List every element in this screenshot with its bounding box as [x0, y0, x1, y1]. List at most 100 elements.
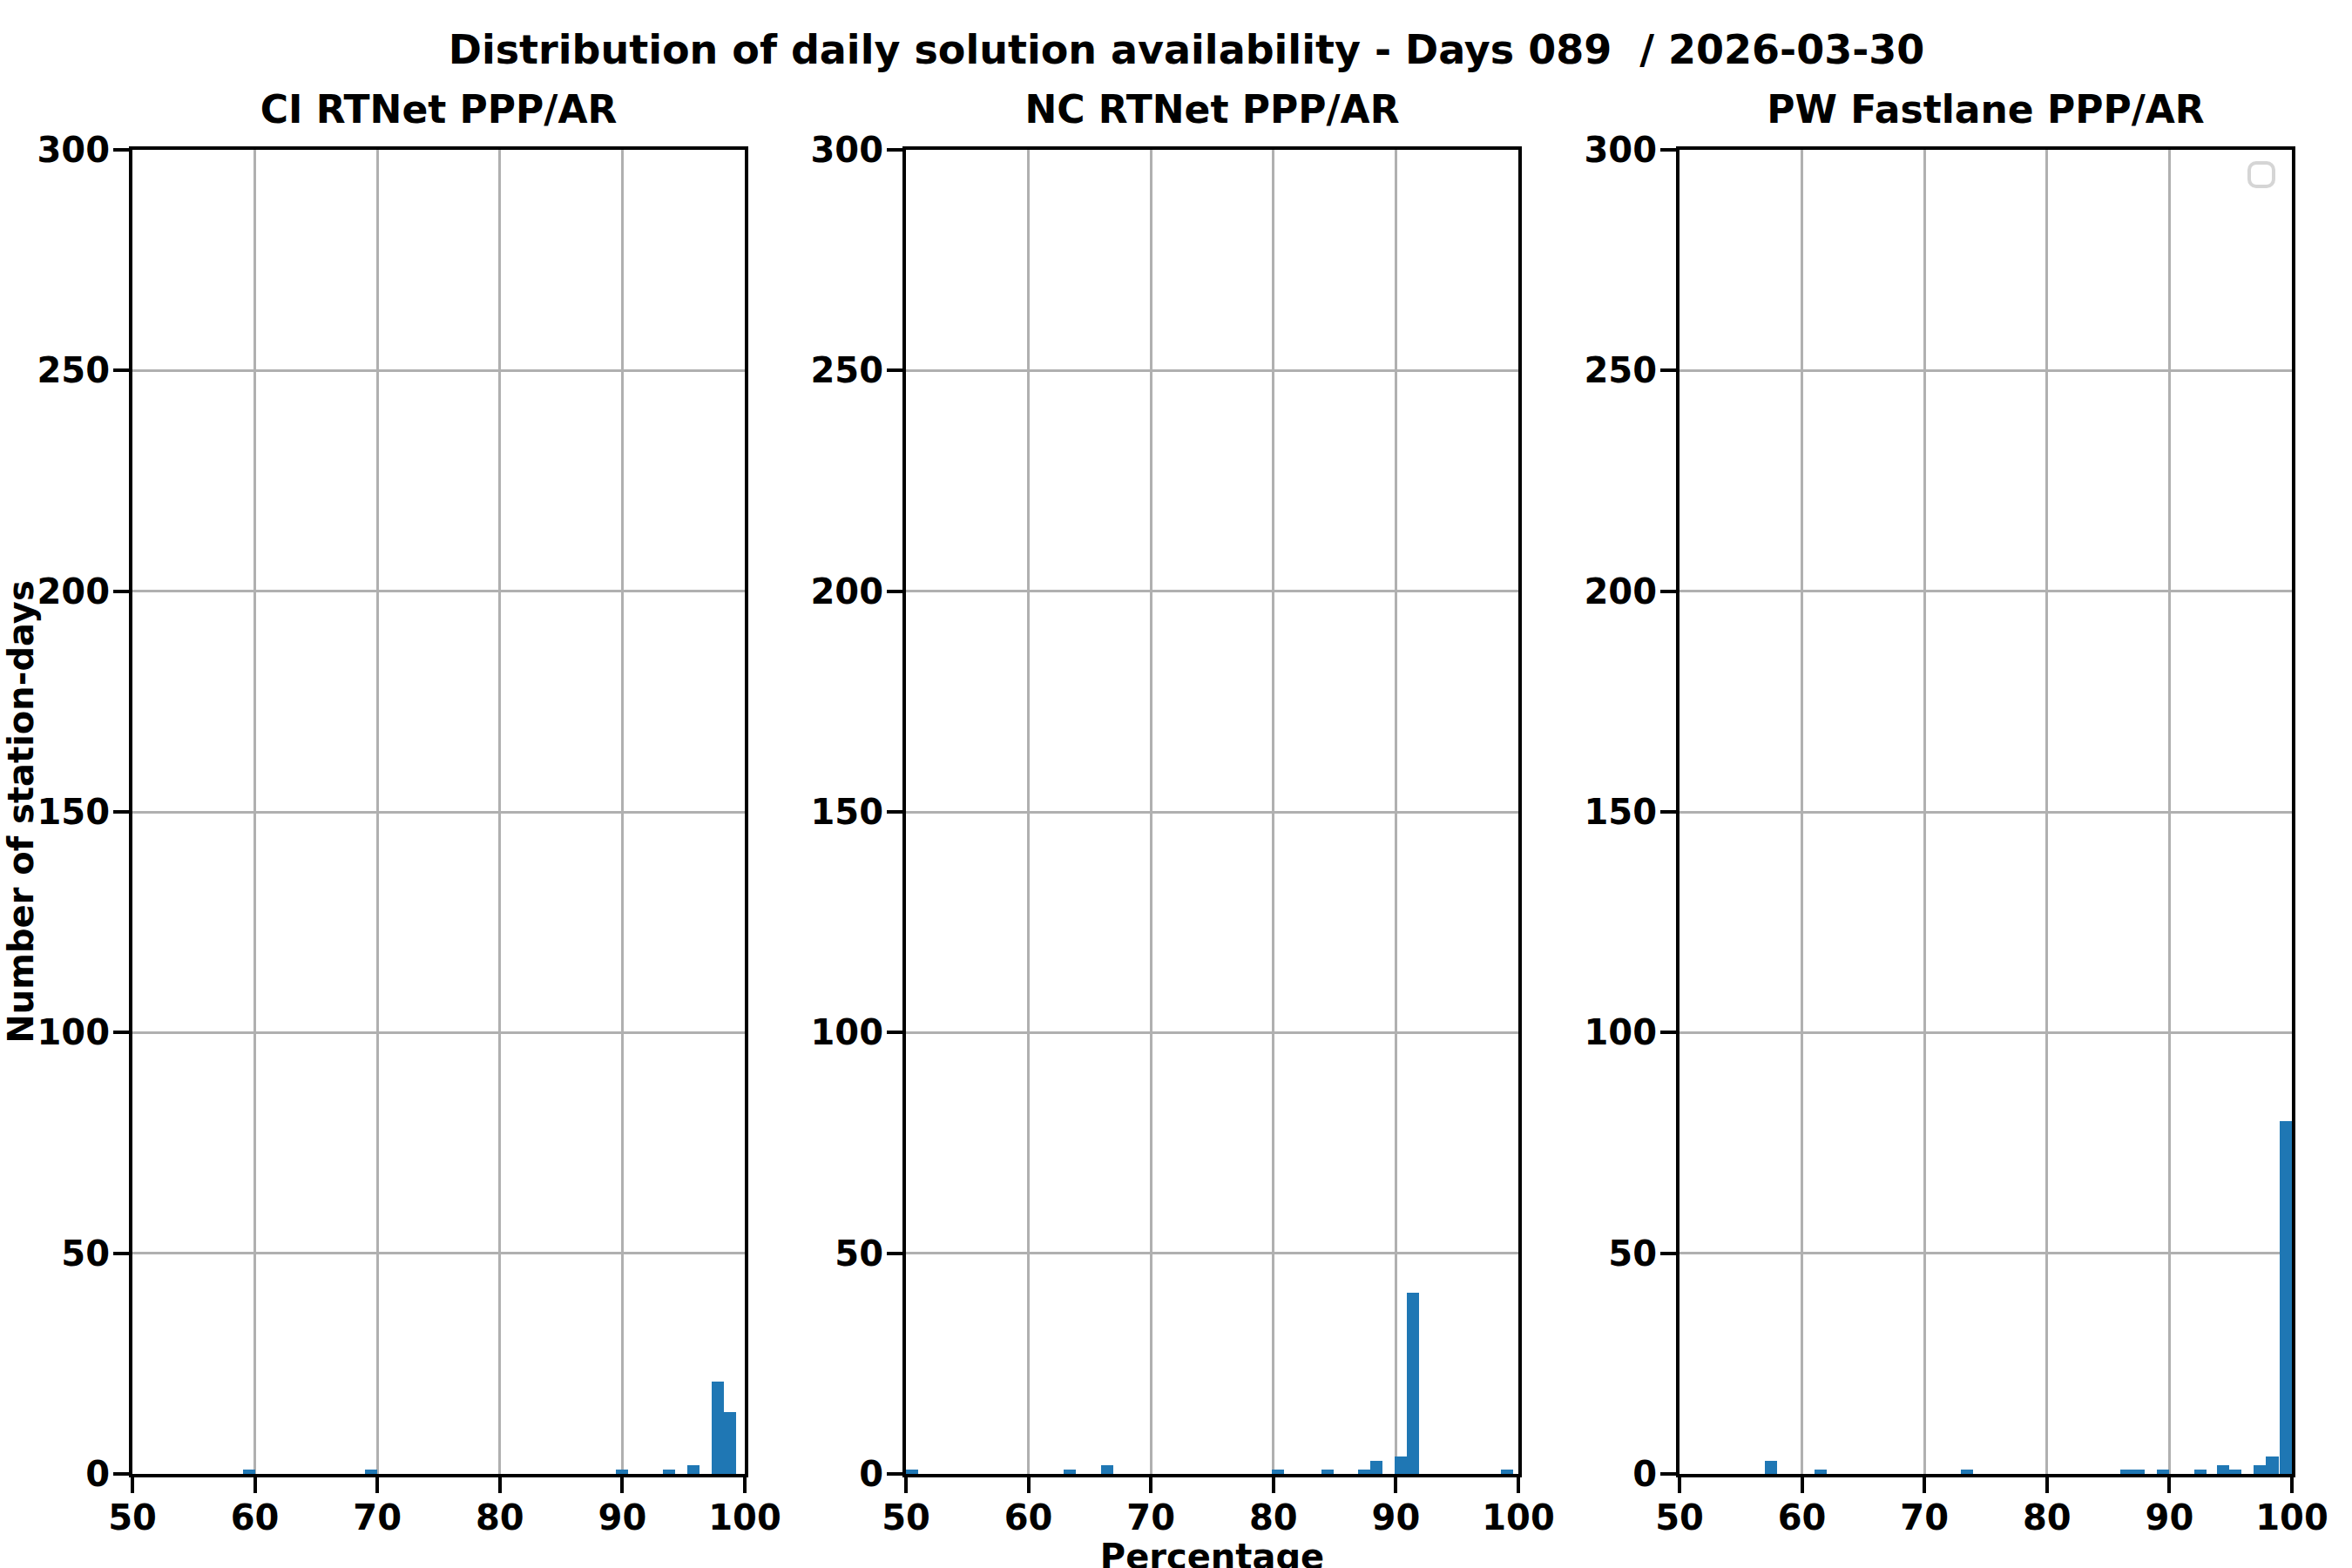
y-tick-100 [113, 1031, 129, 1034]
y-tick-label-50: 50 [1465, 1232, 1657, 1275]
y-tick-300 [887, 148, 902, 152]
y-tick-150 [113, 810, 129, 814]
gridline-y-100 [1680, 1031, 2292, 1034]
plot-area-ci-rtnet [129, 146, 748, 1477]
y-tick-150 [887, 810, 902, 814]
subplot-title-pw-fastlane: PW Fastlane PPP/AR [1680, 87, 2292, 132]
histogram-bar-x69 [365, 1470, 377, 1474]
y-tick-100 [887, 1031, 902, 1034]
x-tick-60 [1801, 1477, 1804, 1493]
figure-title: Distribution of daily solution availabil… [0, 26, 2352, 73]
y-tick-label-250: 250 [692, 348, 883, 392]
histogram-bar-x59 [243, 1470, 255, 1474]
y-tick-250 [113, 368, 129, 372]
histogram-bar-x94.9 [2229, 1470, 2241, 1474]
histogram-bar-x73 [1961, 1470, 1973, 1474]
y-tick-label-0: 0 [1465, 1452, 1657, 1496]
y-tick-label-300: 300 [1465, 128, 1657, 172]
x-tick-label-100: 100 [666, 1498, 823, 1537]
gridline-y-100 [906, 1031, 1518, 1034]
histogram-bar-x65.9 [1101, 1465, 1113, 1474]
histogram-bar-x93.3 [663, 1470, 675, 1474]
plot-area-nc-rtnet [902, 146, 1522, 1477]
histogram-bar-x97.9 [2266, 1456, 2278, 1474]
y-tick-200 [887, 590, 902, 593]
x-tick-70 [375, 1477, 379, 1493]
x-tick-50 [904, 1477, 908, 1493]
y-tick-200 [113, 590, 129, 593]
histogram-bar-x89.5 [616, 1470, 628, 1474]
histogram-bar-x89.9 [1395, 1456, 1407, 1474]
histogram-bar-x86 [2120, 1470, 2132, 1474]
histogram-bar-x86.9 [1358, 1470, 1370, 1474]
figure-distribution-daily-solution-availability: Distribution of daily solution availabil… [0, 0, 2352, 1568]
histogram-bar-x62.9 [1064, 1470, 1076, 1474]
gridline-y-200 [132, 590, 745, 592]
x-tick-100 [2290, 1477, 2294, 1493]
y-tick-label-250: 250 [0, 348, 110, 392]
x-tick-50 [131, 1477, 134, 1493]
y-tick-300 [113, 148, 129, 152]
y-tick-150 [1660, 810, 1676, 814]
x-tick-60 [253, 1477, 257, 1493]
x-tick-90 [2167, 1477, 2171, 1493]
y-tick-label-200: 200 [692, 570, 883, 613]
gridline-y-100 [132, 1031, 745, 1034]
x-tick-50 [1678, 1477, 1681, 1493]
y-tick-label-150: 150 [1465, 790, 1657, 834]
histogram-bar-x57 [1765, 1461, 1777, 1474]
y-tick-label-250: 250 [1465, 348, 1657, 392]
y-tick-label-0: 0 [692, 1452, 883, 1496]
gridline-y-50 [1680, 1252, 2292, 1254]
gridline-y-150 [1680, 811, 2292, 814]
gridline-y-50 [906, 1252, 1518, 1254]
x-tick-label-100: 100 [1440, 1498, 1597, 1537]
gridline-y-250 [1680, 369, 2292, 372]
x-tick-80 [2045, 1477, 2049, 1493]
y-tick-50 [113, 1252, 129, 1255]
gridline-y-250 [132, 369, 745, 372]
x-axis-label: Percentage [906, 1537, 1518, 1568]
histogram-bar-x89 [2157, 1470, 2169, 1474]
legend-box [2247, 161, 2275, 188]
x-tick-70 [1149, 1477, 1152, 1493]
x-tick-90 [1394, 1477, 1397, 1493]
subplot-title-ci-rtnet: CI RTNet PPP/AR [132, 87, 745, 132]
subplot-title-nc-rtnet: NC RTNet PPP/AR [906, 87, 1518, 132]
histogram-bar-x61 [1815, 1470, 1827, 1474]
gridline-y-50 [132, 1252, 745, 1254]
histogram-bar-x50 [906, 1470, 918, 1474]
y-tick-label-150: 150 [692, 790, 883, 834]
y-tick-label-0: 0 [0, 1452, 110, 1496]
y-tick-50 [887, 1252, 902, 1255]
y-tick-300 [1660, 148, 1676, 152]
y-tick-label-100: 100 [1465, 1010, 1657, 1054]
histogram-bar-x90.9 [1407, 1293, 1419, 1474]
y-tick-50 [1660, 1252, 1676, 1255]
y-tick-100 [1660, 1031, 1676, 1034]
y-tick-250 [1660, 368, 1676, 372]
y-tick-label-200: 200 [1465, 570, 1657, 613]
gridline-y-150 [132, 811, 745, 814]
y-tick-0 [887, 1472, 902, 1476]
histogram-bar-x83.9 [1321, 1470, 1334, 1474]
y-tick-label-50: 50 [0, 1232, 110, 1275]
gridline-y-150 [906, 811, 1518, 814]
x-tick-80 [1272, 1477, 1275, 1493]
x-tick-80 [498, 1477, 502, 1493]
histogram-bar-x87 [2132, 1470, 2145, 1474]
y-tick-label-50: 50 [692, 1232, 883, 1275]
y-tick-label-300: 300 [692, 128, 883, 172]
x-tick-label-100: 100 [2213, 1498, 2352, 1537]
gridline-y-250 [906, 369, 1518, 372]
x-tick-60 [1027, 1477, 1031, 1493]
x-tick-90 [620, 1477, 624, 1493]
plot-area-pw-fastlane [1676, 146, 2295, 1477]
gridline-y-200 [906, 590, 1518, 592]
y-tick-250 [887, 368, 902, 372]
y-axis-label: Number of station-days [0, 533, 43, 1091]
x-tick-70 [1923, 1477, 1926, 1493]
histogram-bar-x79.9 [1272, 1470, 1284, 1474]
y-tick-label-100: 100 [692, 1010, 883, 1054]
y-tick-0 [113, 1472, 129, 1476]
